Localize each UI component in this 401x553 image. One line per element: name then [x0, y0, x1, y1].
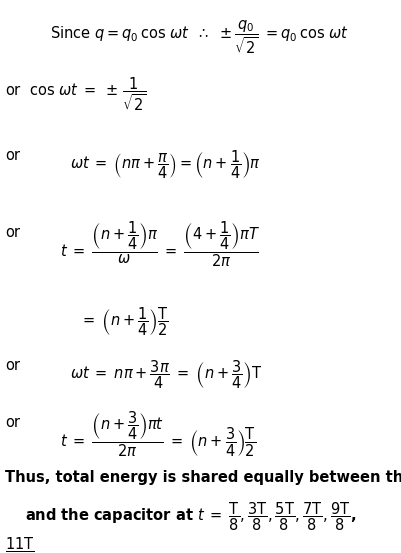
Text: $\dfrac{11\mathrm{T}}{8},\,...$: $\dfrac{11\mathrm{T}}{8},\,...$: [5, 535, 64, 553]
Text: or  $\cos\,\omega t\;=\;\pm\,\dfrac{1}{\sqrt{2}}$: or $\cos\,\omega t\;=\;\pm\,\dfrac{1}{\s…: [5, 75, 146, 112]
Text: $=\;\left(n+\dfrac{1}{4}\right)\dfrac{\mathrm{T}}{2}$: $=\;\left(n+\dfrac{1}{4}\right)\dfrac{\m…: [80, 305, 168, 337]
Text: or: or: [5, 358, 20, 373]
Text: and the capacitor at $t\;=\;\dfrac{\mathrm{T}}{8},\dfrac{3\mathrm{T}}{8},\dfrac{: and the capacitor at $t\;=\;\dfrac{\math…: [25, 500, 355, 533]
Text: Thus, total energy is shared equally between the inductor: Thus, total energy is shared equally bet…: [5, 470, 401, 485]
Text: or: or: [5, 148, 20, 163]
Text: $\omega t\;=\;n\pi+\dfrac{3\pi}{4}\;=\;\left(n+\dfrac{3}{4}\right)\mathrm{T}$: $\omega t\;=\;n\pi+\dfrac{3\pi}{4}\;=\;\…: [70, 358, 261, 390]
Text: or: or: [5, 415, 20, 430]
Text: $t\;=\;\dfrac{\left(n+\dfrac{1}{4}\right)\pi}{\omega}\;=\;\dfrac{\left(4+\dfrac{: $t\;=\;\dfrac{\left(n+\dfrac{1}{4}\right…: [60, 220, 259, 269]
Text: $t\;=\;\dfrac{\left(n+\dfrac{3}{4}\right)\pi t}{2\pi}\;=\;\left(n+\dfrac{3}{4}\r: $t\;=\;\dfrac{\left(n+\dfrac{3}{4}\right…: [60, 410, 255, 459]
Text: $\omega t\;=\;\left(n\pi+\dfrac{\pi}{4}\right)=\left(n+\dfrac{1}{4}\right)\pi$: $\omega t\;=\;\left(n\pi+\dfrac{\pi}{4}\…: [70, 148, 260, 181]
Text: Since $q = q_0\,\cos\,\omega t$ $\;\therefore\;$ $\pm\,\dfrac{q_0}{\sqrt{2}}$ $=: Since $q = q_0\,\cos\,\omega t$ $\;\ther…: [50, 18, 348, 55]
Text: or: or: [5, 225, 20, 240]
